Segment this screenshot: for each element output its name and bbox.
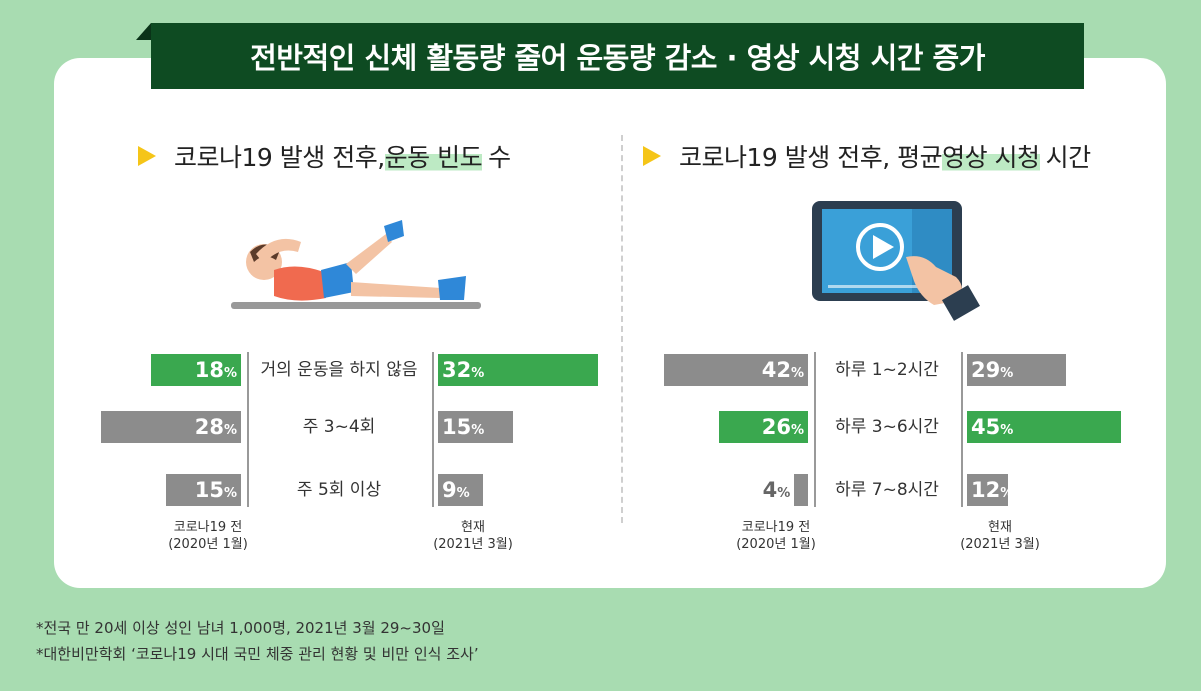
bar-after	[438, 474, 483, 506]
series-period: (2021년 3월)	[960, 537, 1040, 552]
video-chart-title: 코로나19 발생 전후, 평균 영상 시청 시간	[643, 138, 1091, 174]
tablet-video-illustration	[812, 201, 980, 321]
data-label: 4%	[762, 478, 791, 502]
video-title-highlight: 영상 시청	[942, 138, 1040, 174]
bar-before	[718, 411, 808, 443]
video-before-label: 코로나19 전 (2020년 1월)	[728, 519, 824, 553]
data-label: 45%	[971, 415, 1014, 439]
category-label: 주 5회 이상	[296, 480, 382, 500]
series-name: 현재	[461, 520, 485, 535]
section-divider	[621, 135, 623, 523]
exercise-illustration	[231, 220, 481, 309]
series-period: (2020년 1월)	[168, 537, 248, 552]
video-title-part3: 시간	[1045, 143, 1092, 172]
category-label: 하루 1~2시간	[835, 360, 939, 380]
data-label: 29%	[971, 358, 1014, 382]
exercise-after-label: 현재 (2021년 3월)	[425, 519, 521, 553]
bar-after	[438, 354, 598, 386]
data-label: 15%	[442, 415, 485, 439]
bar-after	[967, 411, 1122, 443]
data-label: 26%	[761, 415, 804, 439]
category-label: 거의 운동을 하지 않음	[260, 360, 418, 380]
data-label: 9%	[442, 478, 470, 502]
triangle-bullet-icon	[643, 146, 661, 166]
video-after-label: 현재 (2021년 3월)	[952, 519, 1048, 553]
video-title-part1: 코로나19 발생 전후, 평균	[679, 143, 943, 172]
bar-before	[101, 411, 241, 443]
series-name: 코로나19 전	[741, 520, 811, 535]
bar-after	[967, 354, 1067, 386]
bar-before	[663, 354, 808, 386]
series-period: (2020년 1월)	[736, 537, 816, 552]
data-label: 32%	[442, 358, 485, 382]
data-label: 18%	[194, 358, 237, 382]
exercise-right-axis	[432, 352, 434, 507]
category-label: 주 3~4회	[302, 417, 376, 437]
series-name: 코로나19 전	[173, 520, 243, 535]
bar-after	[438, 411, 513, 443]
data-label: 28%	[194, 415, 237, 439]
exercise-title-part1: 코로나19 발생 전후,	[174, 143, 385, 172]
series-period: (2021년 3월)	[433, 537, 513, 552]
page-title: 전반적인 신체 활동량 줄어 운동량 감소 · 영상 시청 시간 증가	[151, 23, 1084, 89]
bar-before	[151, 354, 241, 386]
data-label: 15%	[194, 478, 237, 502]
footnote-source: *대한비만학회 ‘코로나19 시대 국민 체중 관리 현황 및 비만 인식 조사…	[36, 645, 479, 663]
category-label: 하루 7~8시간	[835, 480, 939, 500]
category-label: 하루 3~6시간	[835, 417, 939, 437]
data-label: 42%	[761, 358, 804, 382]
exercise-before-label: 코로나19 전 (2020년 1월)	[160, 519, 256, 553]
bar-after	[967, 474, 1009, 506]
exercise-chart-title: 코로나19 발생 전후, 운동 빈도 수	[138, 138, 511, 174]
banner-fold	[136, 23, 151, 40]
exercise-title-highlight: 운동 빈도	[384, 138, 483, 174]
exercise-left-axis	[247, 352, 249, 507]
exercise-title-part3: 수	[488, 143, 511, 172]
bar-before	[794, 474, 808, 506]
series-name: 현재	[988, 520, 1012, 535]
data-label: 12%	[971, 478, 1014, 502]
video-left-axis	[814, 352, 816, 507]
video-right-axis	[961, 352, 963, 507]
triangle-bullet-icon	[138, 146, 156, 166]
bar-before	[166, 474, 241, 506]
footnote-survey: *전국 만 20세 이상 성인 남녀 1,000명, 2021년 3월 29~3…	[36, 619, 445, 637]
